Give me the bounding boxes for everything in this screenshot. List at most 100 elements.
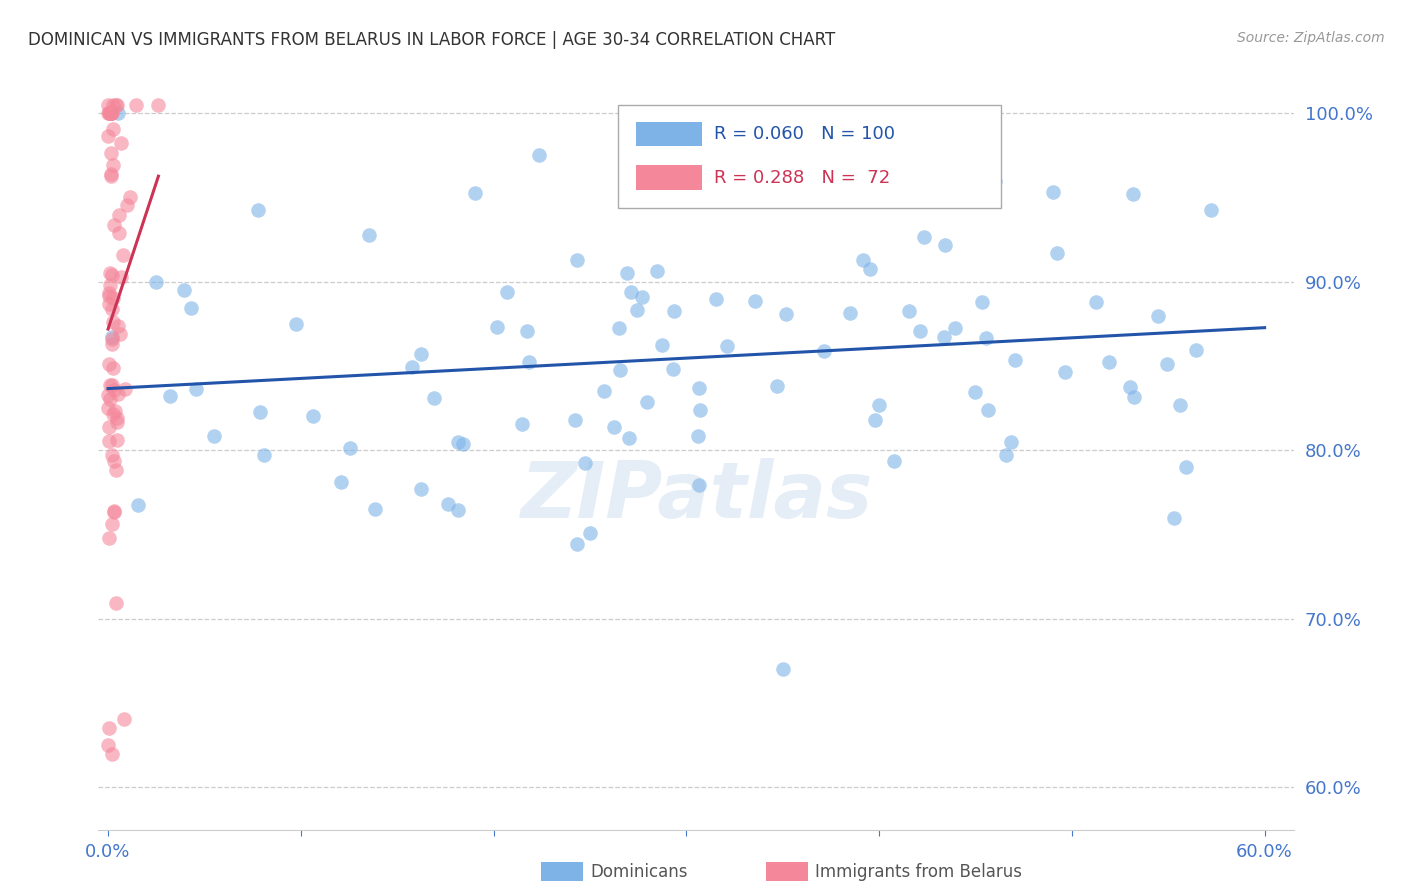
- Point: [103, 504, 125, 518]
- Point: [516, 324, 538, 338]
- Point: [447, 434, 470, 449]
- Point: [775, 307, 797, 321]
- Point: [100, 106, 122, 120]
- Point: [100, 106, 122, 120]
- Point: [100, 268, 122, 282]
- Point: [97, 739, 120, 753]
- Point: [1000, 435, 1022, 450]
- Point: [1185, 343, 1208, 358]
- Point: [101, 302, 124, 317]
- Point: [117, 198, 139, 212]
- Point: [145, 275, 167, 289]
- Point: [97, 106, 120, 120]
- Point: [446, 502, 468, 516]
- Point: [159, 389, 181, 403]
- Point: [1053, 365, 1076, 379]
- Point: [995, 448, 1018, 462]
- Point: [830, 182, 852, 196]
- Point: [1174, 460, 1197, 475]
- Point: [184, 382, 207, 396]
- Point: [1168, 398, 1191, 412]
- Point: [103, 219, 125, 233]
- Point: [329, 475, 352, 489]
- Point: [863, 413, 886, 427]
- Point: [883, 454, 905, 468]
- Point: [1098, 355, 1121, 369]
- Text: ZIPatlas: ZIPatlas: [520, 458, 872, 534]
- Point: [974, 331, 997, 345]
- Point: [496, 285, 519, 300]
- Point: [101, 448, 124, 462]
- Point: [101, 291, 124, 305]
- Point: [517, 355, 540, 369]
- Point: [105, 411, 128, 425]
- Point: [626, 302, 648, 317]
- Point: [173, 283, 195, 297]
- Point: [645, 264, 668, 278]
- Point: [565, 253, 588, 268]
- Point: [107, 318, 129, 333]
- Point: [98, 106, 121, 120]
- Point: [1046, 246, 1069, 260]
- Point: [104, 98, 127, 112]
- Point: [609, 362, 631, 376]
- Point: [1199, 202, 1222, 217]
- Point: [100, 145, 122, 160]
- Point: [716, 339, 738, 353]
- Point: [411, 482, 433, 496]
- Point: [125, 98, 148, 112]
- Text: R = 0.288   N =  72: R = 0.288 N = 72: [714, 169, 890, 186]
- Point: [1163, 511, 1185, 525]
- Point: [101, 361, 124, 376]
- Point: [100, 747, 122, 761]
- Point: [912, 229, 935, 244]
- Point: [97, 401, 120, 415]
- Point: [107, 387, 129, 401]
- Point: [934, 330, 956, 344]
- Point: [1119, 379, 1142, 393]
- FancyBboxPatch shape: [637, 165, 702, 190]
- Point: [1122, 186, 1144, 201]
- Point: [97, 128, 120, 143]
- Point: [101, 121, 124, 136]
- Point: [852, 253, 875, 268]
- Point: [766, 378, 789, 392]
- Text: DOMINICAN VS IMMIGRANTS FROM BELARUS IN LABOR FORCE | AGE 30-34 CORRELATION CHAR: DOMINICAN VS IMMIGRANTS FROM BELARUS IN …: [28, 31, 835, 49]
- Point: [120, 190, 142, 204]
- Point: [97, 98, 120, 112]
- Point: [339, 441, 361, 455]
- Point: [104, 596, 127, 610]
- Point: [104, 463, 127, 477]
- Point: [574, 456, 596, 470]
- Point: [108, 226, 131, 240]
- Point: [772, 663, 794, 677]
- Point: [437, 497, 460, 511]
- Point: [616, 266, 638, 280]
- Point: [110, 269, 132, 284]
- Point: [127, 498, 149, 512]
- Point: [689, 403, 711, 417]
- Point: [868, 398, 890, 412]
- Point: [100, 167, 122, 181]
- Point: [103, 383, 125, 397]
- Point: [114, 382, 136, 396]
- Point: [620, 285, 643, 299]
- Point: [101, 315, 124, 329]
- Point: [97, 289, 120, 303]
- Point: [100, 330, 122, 344]
- Point: [104, 404, 127, 418]
- Point: [636, 394, 658, 409]
- Point: [688, 478, 710, 492]
- Point: [607, 320, 630, 334]
- Point: [464, 186, 486, 200]
- Point: [110, 136, 132, 151]
- Point: [100, 337, 122, 351]
- Point: [409, 347, 432, 361]
- Point: [101, 407, 124, 421]
- Point: [1147, 309, 1170, 323]
- Point: [112, 712, 135, 726]
- Point: [908, 324, 931, 338]
- Point: [249, 404, 271, 418]
- Point: [101, 98, 124, 112]
- Point: [744, 293, 766, 308]
